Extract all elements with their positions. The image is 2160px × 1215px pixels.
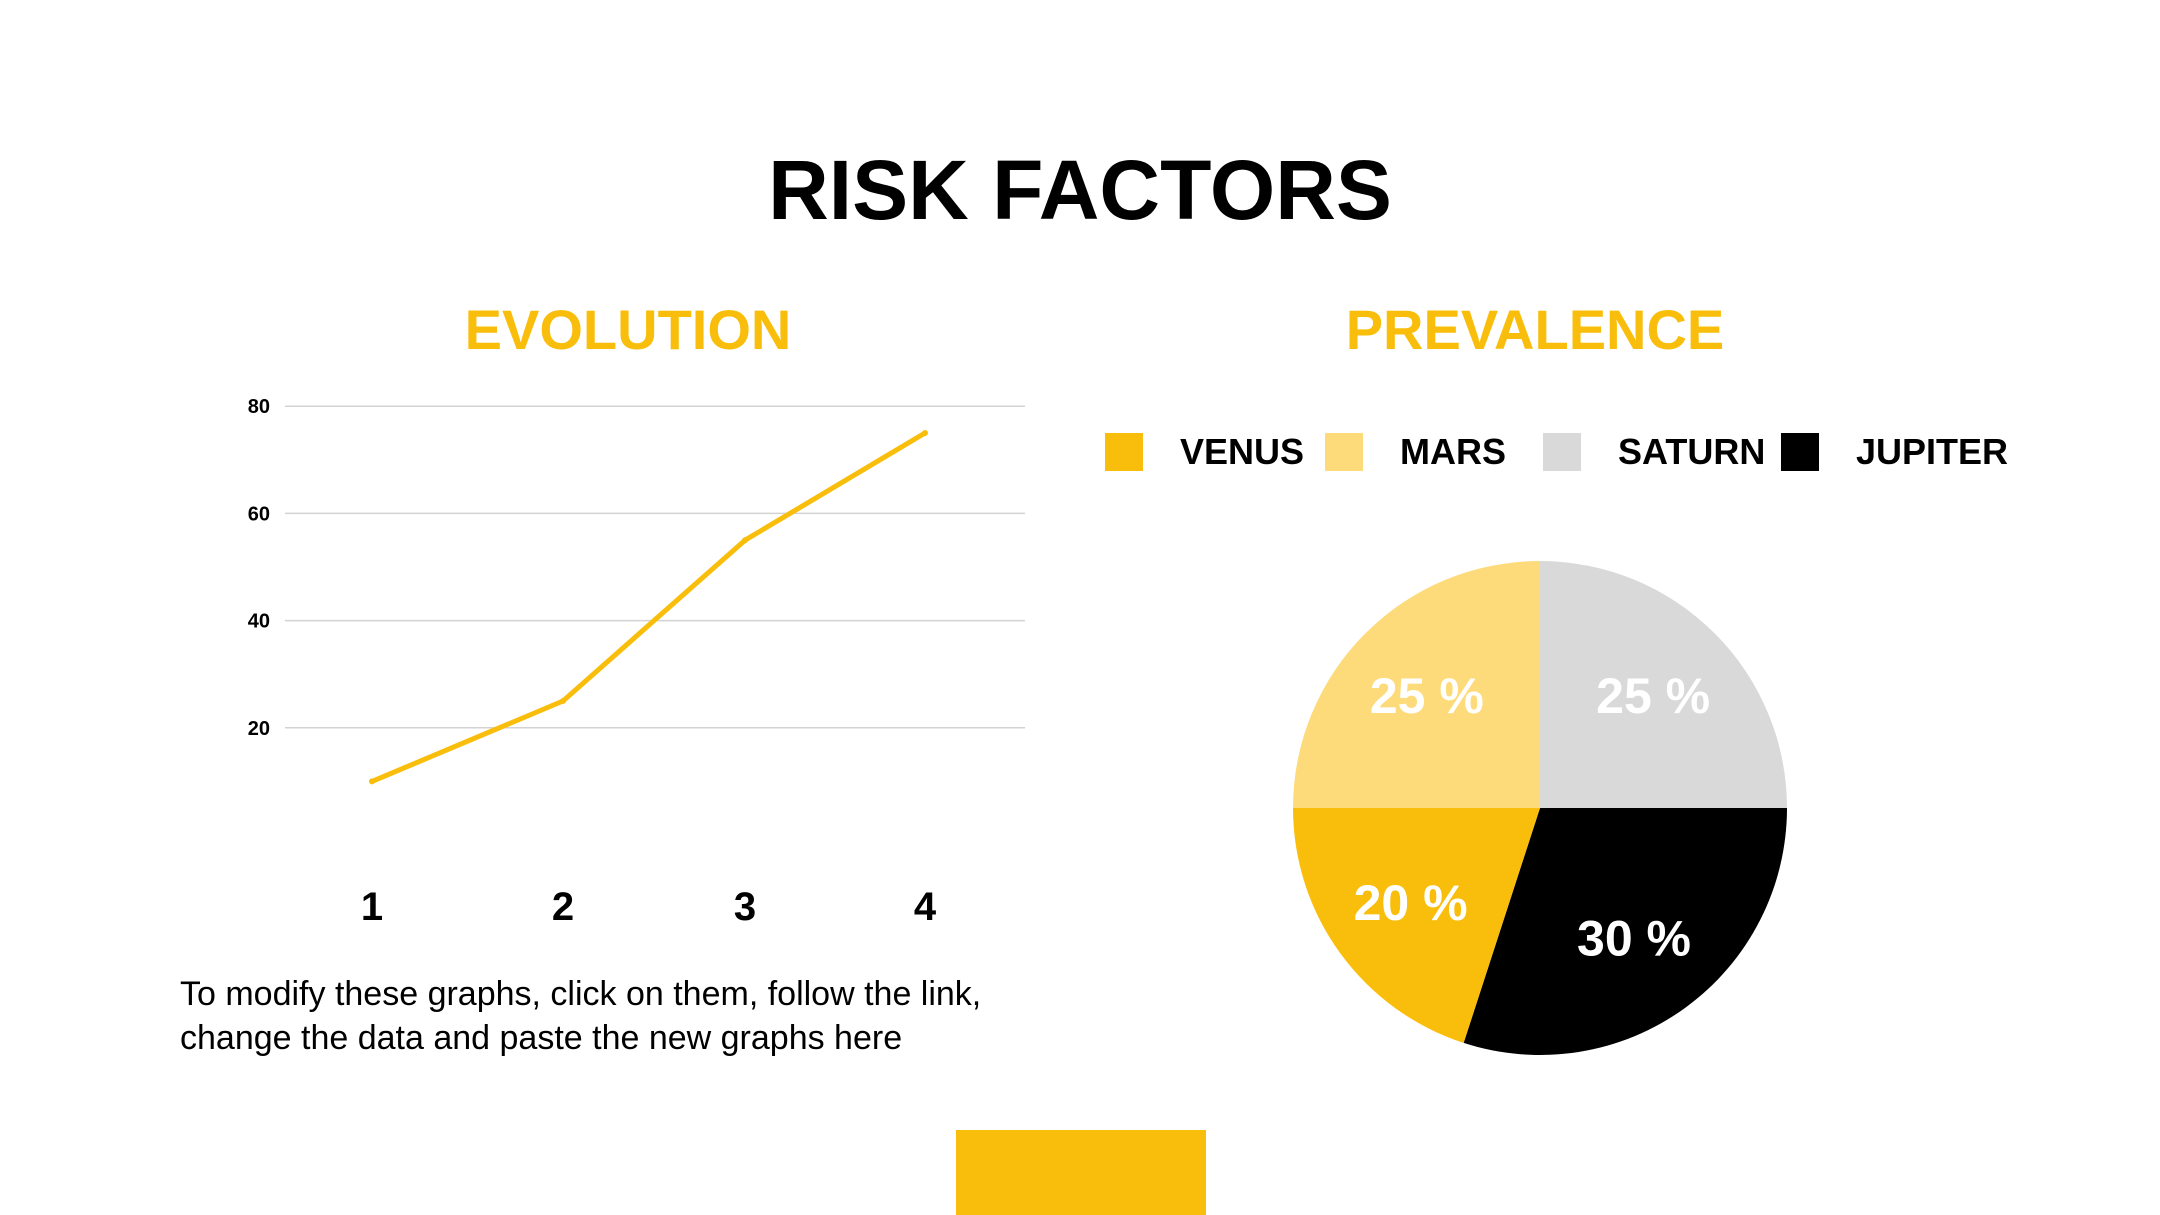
series-line[interactable]	[371, 430, 927, 784]
y-tick-label: 60	[248, 503, 270, 525]
data-point[interactable]	[922, 430, 928, 436]
data-point[interactable]	[369, 778, 375, 785]
x-tick-label: 4	[914, 885, 937, 929]
data-point[interactable]	[560, 698, 566, 704]
instructions-text: To modify these graphs, click on them, f…	[180, 975, 982, 1057]
pie-slice[interactable]	[1293, 808, 1540, 1043]
page-title: RISK FACTORS	[768, 143, 1392, 237]
y-tick-label: 80	[248, 396, 270, 418]
legend-label: SATURN	[1618, 431, 1765, 472]
legend-swatch	[1781, 433, 1819, 471]
legend-swatch	[1325, 433, 1363, 471]
x-tick-label: 1	[361, 885, 383, 929]
pie-data-label: 20 %	[1354, 875, 1468, 931]
line-chart-title: EVOLUTION	[464, 298, 792, 361]
pie-chart-title: PREVALENCE	[1345, 298, 1725, 361]
legend-swatch	[1543, 433, 1581, 471]
pie-data-label: 25 %	[1370, 668, 1484, 724]
legend-label: MARS	[1400, 431, 1506, 472]
y-tick-label: 20	[248, 718, 270, 740]
legend-label: JUPITER	[1856, 431, 2008, 472]
x-tick-label: 2	[552, 885, 574, 929]
pie-slice[interactable]	[1293, 561, 1540, 808]
pie-data-label: 30 %	[1577, 910, 1691, 966]
pie-slice[interactable]	[1540, 561, 1787, 808]
accent-bar	[956, 1130, 1206, 1215]
data-point[interactable]	[742, 537, 748, 544]
pie-slice[interactable]	[1463, 808, 1787, 1056]
legend-swatch	[1105, 433, 1143, 471]
y-tick-label: 40	[248, 611, 270, 633]
x-tick-label: 3	[734, 885, 756, 929]
legend-label: VENUS	[1180, 431, 1304, 472]
pie-data-label: 25 %	[1596, 668, 1710, 724]
